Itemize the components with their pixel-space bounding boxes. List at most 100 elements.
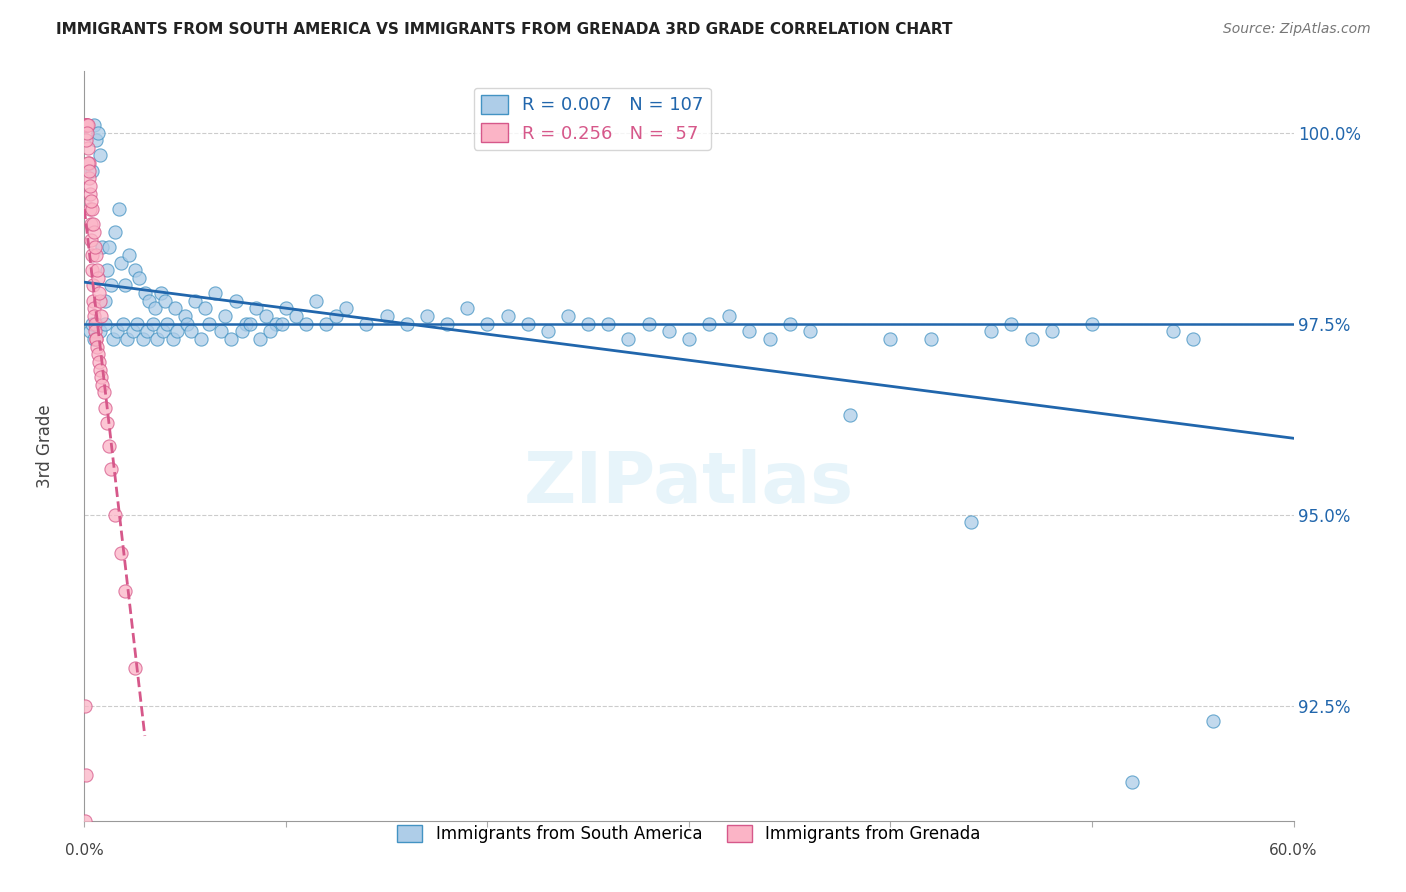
Point: [86, 263, 108, 277]
Text: ZIPatlas: ZIPatlas: [524, 449, 853, 518]
Point: [79, 324, 101, 338]
Point: [80, 217, 103, 231]
Point: [259, 324, 281, 338]
Point: [274, 301, 297, 316]
Point: [557, 309, 579, 323]
Point: [125, 317, 148, 331]
Point: [697, 317, 720, 331]
Point: [225, 293, 247, 308]
Point: [132, 332, 155, 346]
Point: [617, 332, 640, 346]
Point: [1202, 714, 1225, 729]
Point: [89, 355, 111, 369]
Point: [82, 293, 104, 308]
Point: [84, 324, 107, 338]
Point: [82, 202, 104, 216]
Point: [194, 301, 217, 316]
Point: [82, 263, 104, 277]
Point: [84, 332, 107, 346]
Legend: Immigrants from South America, Immigrants from Grenada: Immigrants from South America, Immigrant…: [391, 818, 987, 850]
Point: [1000, 317, 1022, 331]
Point: [214, 309, 236, 323]
Point: [87, 270, 110, 285]
Point: [82, 278, 104, 293]
Point: [839, 409, 862, 423]
Point: [221, 332, 243, 346]
Point: [121, 324, 143, 338]
Point: [115, 332, 138, 346]
Point: [295, 317, 318, 331]
Point: [143, 301, 166, 316]
Point: [79, 163, 101, 178]
Point: [105, 324, 128, 338]
Point: [146, 332, 169, 346]
Point: [180, 324, 202, 338]
Point: [114, 278, 136, 293]
Point: [198, 317, 221, 331]
Point: [960, 516, 983, 530]
Point: [576, 317, 599, 331]
Point: [82, 217, 104, 231]
Point: [325, 309, 347, 323]
Point: [335, 301, 357, 316]
Point: [83, 317, 105, 331]
Text: 0.0%: 0.0%: [65, 843, 104, 858]
Point: [1121, 775, 1143, 789]
Point: [76, 118, 98, 132]
Point: [174, 309, 197, 323]
Point: [1081, 317, 1104, 331]
Point: [152, 324, 174, 338]
Point: [758, 332, 780, 346]
Point: [138, 293, 160, 308]
Point: [77, 118, 100, 132]
Point: [799, 324, 821, 338]
Point: [1040, 324, 1063, 338]
Point: [245, 301, 267, 316]
Point: [82, 317, 104, 331]
Point: [89, 148, 111, 162]
Point: [93, 293, 115, 308]
Point: [77, 141, 100, 155]
Point: [80, 194, 103, 209]
Point: [75, 118, 97, 132]
Point: [980, 324, 1002, 338]
Point: [77, 156, 100, 170]
Point: [149, 286, 172, 301]
Point: [637, 317, 659, 331]
Point: [111, 317, 134, 331]
Point: [79, 202, 101, 216]
Point: [83, 309, 105, 323]
Point: [90, 309, 112, 323]
Point: [920, 332, 942, 346]
Text: IMMIGRANTS FROM SOUTH AMERICA VS IMMIGRANTS FROM GRENADA 3RD GRADE CORRELATION C: IMMIGRANTS FROM SOUTH AMERICA VS IMMIGRA…: [56, 22, 953, 37]
Point: [80, 233, 103, 247]
Point: [598, 317, 620, 331]
Point: [100, 462, 122, 476]
Point: [135, 324, 157, 338]
Point: [86, 317, 108, 331]
Point: [249, 332, 271, 346]
Point: [87, 126, 110, 140]
Point: [166, 324, 188, 338]
Point: [231, 324, 253, 338]
Point: [93, 401, 115, 415]
Point: [89, 293, 111, 308]
Point: [1161, 324, 1184, 338]
Point: [118, 248, 141, 262]
Point: [93, 317, 115, 331]
Point: [86, 340, 108, 354]
Point: [204, 286, 226, 301]
Point: [91, 240, 114, 254]
Point: [315, 317, 337, 331]
Point: [879, 332, 901, 346]
Point: [678, 332, 700, 346]
Point: [104, 508, 127, 522]
Point: [124, 263, 146, 277]
Point: [87, 347, 110, 361]
Point: [395, 317, 418, 331]
Point: [77, 156, 100, 170]
Point: [516, 317, 538, 331]
Point: [264, 317, 287, 331]
Point: [101, 332, 124, 346]
Point: [305, 293, 328, 308]
